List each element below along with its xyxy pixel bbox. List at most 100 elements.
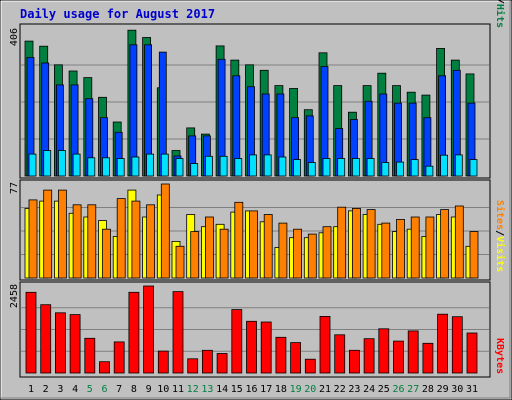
bar-visits-day-28 bbox=[425, 216, 435, 279]
bar-visits-day-2 bbox=[43, 189, 53, 279]
bar-kbytes-day-11 bbox=[172, 291, 184, 374]
bar-visits-day-17 bbox=[263, 214, 273, 279]
legend-hits-files-pages: Pages/Files/Hits bbox=[494, 0, 506, 28]
bar-pages-day-27 bbox=[410, 159, 419, 177]
legend-sep-2: / bbox=[494, 0, 505, 4]
legend-hits: Hits bbox=[494, 4, 506, 28]
day-label-28: 28 bbox=[422, 384, 434, 395]
bar-kbytes-day-15 bbox=[231, 309, 243, 374]
bar-visits-day-30 bbox=[454, 205, 464, 279]
bar-kbytes-day-4 bbox=[69, 314, 81, 374]
legend-kbytes: KBytes bbox=[494, 338, 505, 374]
bar-visits-day-27 bbox=[410, 216, 420, 279]
legend-visits: Visits bbox=[494, 236, 506, 272]
bar-pages-day-5 bbox=[87, 157, 96, 177]
bar-pages-day-1 bbox=[28, 153, 37, 177]
day-label-16: 16 bbox=[245, 384, 257, 395]
bar-pages-day-31 bbox=[469, 159, 478, 177]
bar-kbytes-day-23 bbox=[348, 349, 360, 374]
bar-pages-day-20 bbox=[307, 162, 316, 177]
bar-visits-day-3 bbox=[58, 189, 67, 279]
day-label-13: 13 bbox=[201, 384, 213, 395]
bar-kbytes-day-29 bbox=[437, 313, 449, 374]
bar-pages-day-19 bbox=[293, 159, 302, 177]
bar-visits-day-31 bbox=[469, 231, 479, 279]
bar-kbytes-day-6 bbox=[99, 361, 110, 374]
bar-visits-day-24 bbox=[366, 209, 376, 279]
bar-pages-day-2 bbox=[43, 150, 52, 177]
bar-kbytes-day-21 bbox=[319, 315, 331, 374]
ymax-label-hits: 406 bbox=[9, 28, 20, 46]
bar-pages-day-14 bbox=[219, 155, 228, 177]
bar-kbytes-day-1 bbox=[25, 291, 37, 374]
day-label-23: 23 bbox=[348, 384, 360, 395]
bar-pages-day-22 bbox=[337, 158, 346, 177]
bar-marks bbox=[24, 29, 479, 374]
bar-visits-day-29 bbox=[440, 209, 450, 279]
bar-visits-day-5 bbox=[87, 204, 97, 279]
bar-files-day-8 bbox=[129, 44, 138, 177]
bar-visits-day-25 bbox=[381, 222, 391, 279]
bar-kbytes-day-10 bbox=[157, 350, 169, 374]
day-label-25: 25 bbox=[378, 384, 390, 395]
bar-visits-day-13 bbox=[204, 216, 214, 279]
legend-sites: Sites bbox=[494, 200, 506, 230]
bar-kbytes-day-16 bbox=[246, 320, 257, 374]
day-label-5: 5 bbox=[87, 384, 93, 395]
bar-visits-day-20 bbox=[307, 233, 317, 279]
bar-pages-day-21 bbox=[322, 158, 331, 177]
bar-kbytes-day-8 bbox=[128, 291, 140, 374]
day-label-1: 1 bbox=[28, 384, 34, 395]
day-label-15: 15 bbox=[231, 384, 243, 395]
bar-pages-day-26 bbox=[396, 161, 404, 177]
bar-kbytes-day-13 bbox=[201, 349, 213, 374]
day-label-10: 10 bbox=[157, 384, 169, 395]
bar-pages-day-4 bbox=[72, 153, 81, 177]
bar-pages-day-17 bbox=[263, 154, 272, 177]
bar-pages-day-23 bbox=[351, 158, 360, 177]
legend-sites-visits: Sites/Visits bbox=[494, 200, 506, 272]
bar-visits-day-1 bbox=[28, 199, 38, 279]
bar-visits-day-21 bbox=[322, 226, 332, 279]
bar-pages-day-16 bbox=[249, 154, 257, 177]
bar-visits-day-4 bbox=[72, 204, 82, 279]
day-label-20: 20 bbox=[304, 384, 316, 395]
bar-kbytes-day-17 bbox=[260, 321, 272, 374]
bar-visits-day-18 bbox=[278, 222, 288, 279]
bar-kbytes-day-2 bbox=[40, 304, 52, 374]
bar-pages-day-9 bbox=[146, 153, 155, 177]
bar-kbytes-day-9 bbox=[143, 285, 155, 374]
day-label-22: 22 bbox=[334, 384, 346, 395]
day-label-7: 7 bbox=[116, 384, 122, 395]
day-label-30: 30 bbox=[451, 384, 463, 395]
bar-pages-day-6 bbox=[102, 157, 110, 177]
bar-visits-day-12 bbox=[190, 231, 200, 279]
bar-visits-day-11 bbox=[175, 245, 185, 279]
bar-kbytes-day-27 bbox=[407, 330, 419, 374]
bar-pages-day-12 bbox=[190, 163, 199, 177]
day-label-6: 6 bbox=[101, 384, 107, 395]
day-label-11: 11 bbox=[172, 384, 184, 395]
day-label-2: 2 bbox=[43, 384, 49, 395]
day-label-21: 21 bbox=[319, 384, 331, 395]
bar-pages-day-8 bbox=[131, 156, 140, 177]
bar-pages-day-15 bbox=[234, 158, 243, 177]
day-label-14: 14 bbox=[216, 384, 228, 395]
day-label-4: 4 bbox=[72, 384, 78, 395]
bar-visits-day-23 bbox=[351, 207, 361, 279]
bar-pages-day-24 bbox=[366, 158, 375, 177]
day-labels: 1 2 3 4 5 6 7 8 9 10 11 12 13 14 15 16 17 18 19 20 21 22 23 24 2… bbox=[28, 384, 478, 395]
bar-pages-day-28 bbox=[425, 165, 434, 177]
bar-kbytes-day-31 bbox=[466, 332, 478, 374]
ymax-label-visits: 77 bbox=[9, 182, 20, 194]
bar-kbytes-day-5 bbox=[84, 337, 96, 374]
day-label-27: 27 bbox=[407, 384, 419, 395]
bar-kbytes-day-20 bbox=[304, 358, 316, 374]
bar-pages-day-11 bbox=[175, 158, 184, 177]
bar-kbytes-day-19 bbox=[290, 342, 302, 374]
bar-pages-day-29 bbox=[440, 154, 449, 177]
ymax-label-kbytes: 2458 bbox=[9, 284, 20, 308]
bar-kbytes-day-30 bbox=[451, 316, 463, 374]
bar-kbytes-day-22 bbox=[334, 334, 346, 374]
